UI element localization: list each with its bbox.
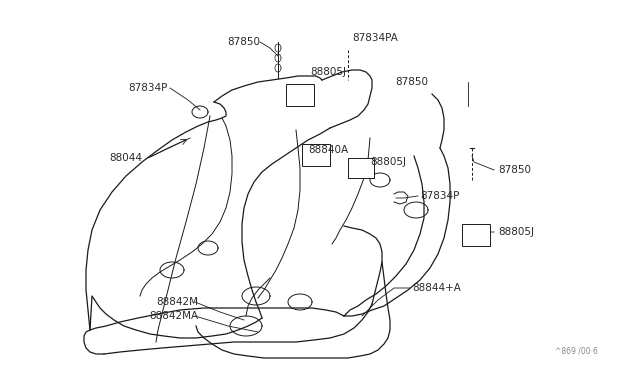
Bar	[462, 224, 490, 246]
Text: 88805J: 88805J	[310, 67, 346, 77]
Text: 88840A: 88840A	[308, 145, 348, 155]
Bar	[286, 84, 314, 106]
Bar	[348, 158, 374, 178]
Text: 87834P: 87834P	[129, 83, 168, 93]
Bar	[302, 144, 330, 166]
Text: 88044: 88044	[109, 153, 142, 163]
Text: 88805J: 88805J	[370, 157, 406, 167]
Text: 87834P: 87834P	[420, 191, 460, 201]
Text: 88844+A: 88844+A	[412, 283, 461, 293]
Text: 88842MA: 88842MA	[149, 311, 198, 321]
Text: 88805J: 88805J	[498, 227, 534, 237]
Text: 87850: 87850	[227, 37, 260, 47]
Text: 88842M: 88842M	[156, 297, 198, 307]
Text: 87850: 87850	[395, 77, 428, 87]
Text: ^869 /00·6: ^869 /00·6	[555, 347, 598, 356]
Text: 87850: 87850	[498, 165, 531, 175]
Text: 87834PA: 87834PA	[352, 33, 398, 43]
